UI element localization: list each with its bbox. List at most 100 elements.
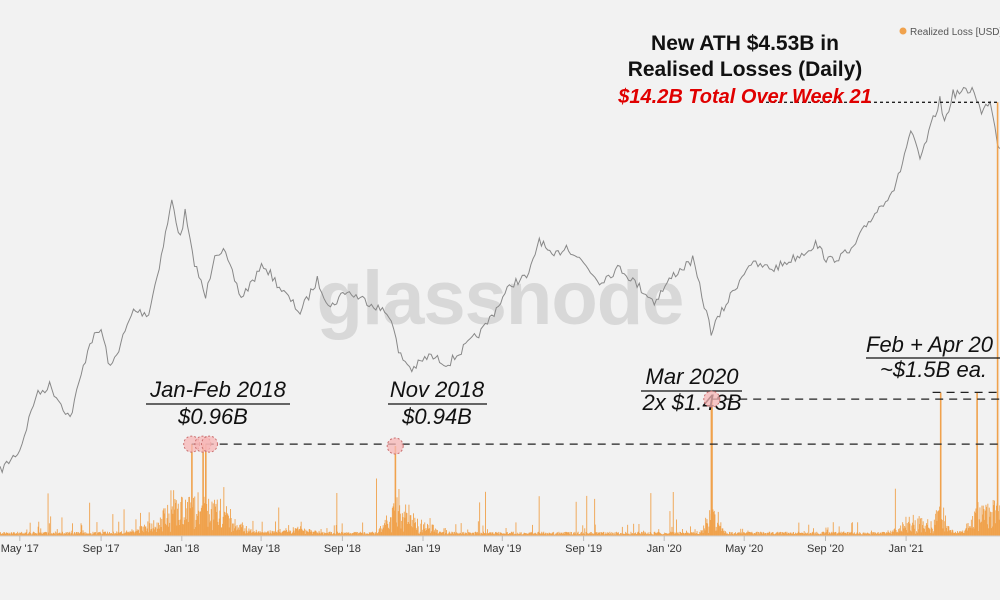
loss-bar (160, 527, 162, 536)
loss-bar (183, 524, 184, 536)
loss-bar (568, 532, 570, 536)
loss-bar (50, 533, 52, 536)
loss-bar (869, 533, 870, 536)
loss-bar (358, 532, 360, 536)
loss-bar (206, 504, 208, 536)
loss-bar (172, 513, 174, 536)
loss-bar (523, 532, 525, 536)
loss-bar (883, 531, 884, 536)
loss-bar (557, 532, 559, 536)
loss-bar (24, 532, 26, 536)
loss-bar (347, 532, 348, 536)
loss-bar (171, 509, 173, 536)
loss-bar (718, 524, 720, 536)
loss-bar (368, 534, 369, 536)
loss-bar (293, 530, 295, 536)
loss-bar (341, 523, 343, 536)
loss-bar (748, 531, 750, 536)
loss-bar (239, 524, 241, 536)
loss-bar (107, 531, 108, 536)
loss-bar (990, 511, 991, 536)
loss-bar (116, 531, 118, 536)
loss-bar (135, 519, 137, 536)
loss-bar (778, 532, 780, 536)
loss-bar (438, 533, 440, 536)
loss-bar (72, 523, 73, 536)
loss-bar (276, 531, 278, 536)
loss-bar (175, 500, 177, 536)
loss-bar (451, 531, 453, 536)
loss-bar (758, 532, 759, 536)
loss-bar (184, 520, 186, 536)
loss-bar (902, 524, 904, 536)
loss-bar (610, 533, 611, 536)
loss-bar (158, 522, 159, 536)
loss-bar (403, 511, 405, 536)
loss-bar (702, 533, 704, 536)
loss-bar (218, 518, 220, 536)
loss-bar (642, 533, 644, 536)
loss-bar (470, 533, 472, 536)
loss-bar (522, 534, 524, 536)
loss-bar (234, 528, 235, 536)
loss-bar (603, 531, 605, 536)
loss-bar (286, 532, 288, 536)
loss-bar (52, 534, 54, 536)
x-tick-label: Jan '20 (647, 543, 682, 555)
loss-bar (506, 532, 508, 536)
loss-bar (727, 533, 728, 536)
loss-bar (955, 533, 957, 536)
loss-bar (641, 532, 643, 536)
loss-bar (261, 521, 263, 536)
loss-bar (360, 531, 362, 536)
loss-bar (173, 509, 175, 536)
loss-bar (299, 528, 301, 536)
loss-bar (329, 531, 330, 536)
loss-bar (257, 531, 259, 536)
loss-bar (450, 533, 451, 536)
loss-bar (68, 532, 69, 536)
loss-bar (175, 502, 176, 536)
loss-bar (544, 533, 546, 536)
loss-bar (534, 533, 535, 536)
loss-bar (538, 496, 540, 536)
loss-bar (919, 524, 921, 536)
loss-bar (460, 523, 462, 536)
loss-bar (444, 534, 446, 536)
loss-bar (558, 531, 560, 536)
loss-bar-peak (205, 444, 207, 536)
loss-bar (335, 534, 336, 536)
loss-bar (686, 532, 688, 536)
loss-bar (383, 527, 385, 536)
loss-bar (536, 533, 537, 536)
loss-bar (753, 533, 755, 536)
loss-bar (402, 517, 404, 536)
loss-bar (384, 523, 385, 536)
loss-bar (850, 531, 852, 536)
loss-bar (62, 531, 63, 536)
loss-bar (258, 531, 260, 536)
annotation-nov-2018-line1: Nov 2018 (390, 377, 485, 402)
loss-bar-peak (202, 444, 204, 536)
loss-bar (977, 502, 979, 536)
loss-bar (617, 532, 619, 536)
loss-bar (502, 533, 504, 536)
loss-bar (926, 523, 927, 536)
loss-bar (49, 534, 51, 536)
loss-bar (134, 531, 136, 536)
loss-bar (904, 526, 906, 536)
loss-bar (528, 532, 530, 536)
loss-bar (491, 533, 492, 536)
loss-bar (578, 534, 580, 536)
loss-bar (262, 532, 264, 536)
loss-bar (881, 531, 883, 536)
loss-bar (786, 531, 788, 536)
loss-bar (567, 532, 568, 536)
loss-bar (325, 533, 327, 536)
loss-bar (399, 513, 401, 536)
loss-bar (421, 519, 422, 536)
loss-bar (115, 533, 116, 536)
loss-bar (186, 508, 188, 536)
loss-bar (115, 533, 117, 536)
loss-bar (596, 532, 598, 536)
